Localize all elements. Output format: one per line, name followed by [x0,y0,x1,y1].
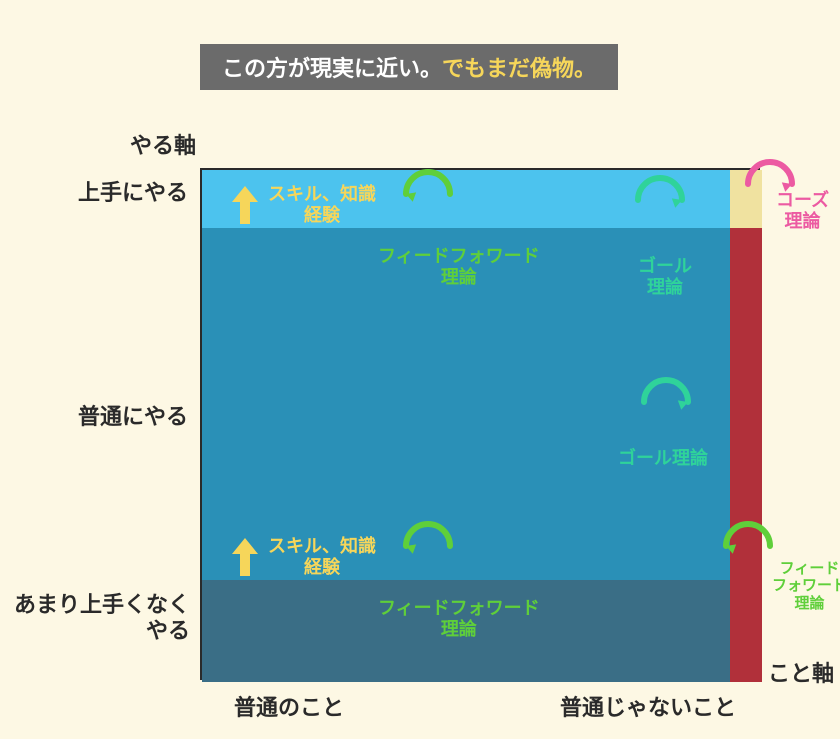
y-tick-1: 普通にやる [28,404,188,430]
x-axis-title: こと軸 [768,656,834,688]
y-tick-2: あまり上手くなく やる [0,592,190,645]
up-arrow-icon [232,538,258,576]
diagram-label: フィードフォワード 理論 [378,246,540,287]
curved-arrow-icon [399,167,457,230]
up-arrow-icon [232,186,258,224]
curved-arrow-icon [719,519,777,582]
x-tick-1: 普通じゃないこと [560,690,736,722]
curved-arrow-icon [631,173,689,236]
y-tick-0: 上手にやる [28,180,188,206]
diagram-label: ゴール 理論 [638,256,692,297]
title-box: この方が現実に近い。 でもまだ偽物。 [200,44,618,90]
diagram-label: スキル、知識 経験 [268,536,376,577]
curved-arrow-icon [399,519,457,582]
diagram-label: フィード フォワード 理論 [772,560,840,612]
curved-arrow-icon [637,375,695,438]
title-part-a: この方が現実に近い。 [222,51,442,83]
diagram-label: フィードフォワード 理論 [378,598,540,639]
chart-right-col-red [730,228,762,682]
diagram-label: コーズ 理論 [776,190,829,231]
y-axis-title: やる軸 [130,128,196,160]
x-tick-0: 普通のこと [234,690,344,722]
diagram-label: ゴール理論 [618,448,708,469]
title-part-b: でもまだ偽物。 [442,51,596,83]
diagram-label: スキル、知識 経験 [268,184,376,225]
